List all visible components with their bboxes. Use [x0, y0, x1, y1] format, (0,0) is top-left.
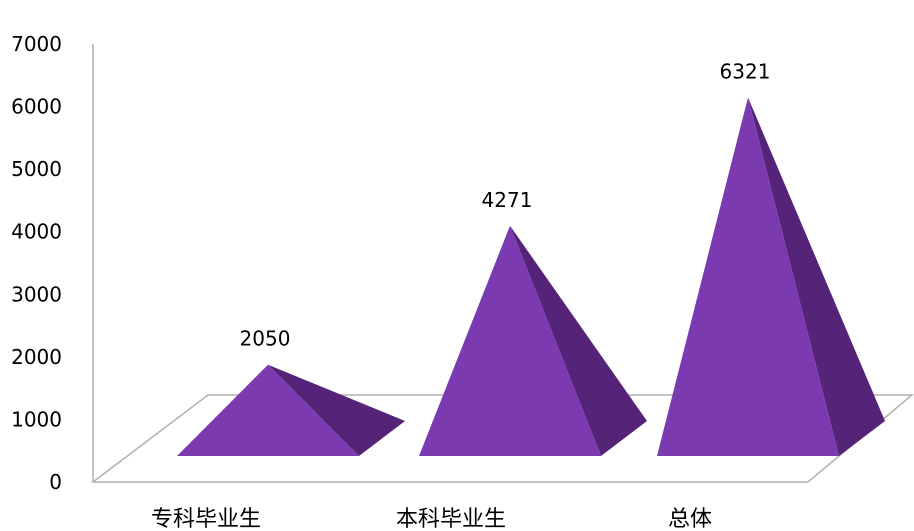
y-tick-label: 1000 [11, 407, 62, 431]
y-axis-ticks: 0 1000 2000 3000 4000 5000 6000 7000 [11, 32, 62, 494]
data-label: 4271 [482, 188, 533, 212]
y-tick-label: 3000 [11, 282, 62, 306]
y-tick-label: 4000 [11, 220, 62, 244]
pyramid-side-face [510, 225, 647, 456]
pyramid-side-face [268, 364, 405, 456]
category-label: 总体 [668, 507, 712, 531]
pyramid-front-face [177, 364, 359, 456]
y-tick-label: 6000 [11, 95, 62, 119]
data-labels: 2050 4271 6321 [240, 59, 771, 350]
y-tick-label: 2000 [11, 345, 62, 369]
chart-marks [177, 97, 885, 457]
y-tick-label: 5000 [11, 157, 62, 181]
pyramid-front-face [657, 97, 839, 457]
data-label: 2050 [240, 327, 291, 351]
category-label: 本科毕业生 [396, 507, 506, 531]
chart-frame [90, 44, 914, 483]
y-tick-label: 7000 [11, 32, 62, 56]
pyramid-side-face [748, 97, 885, 457]
x-axis-categories: 专科毕业生 本科毕业生 总体 [151, 507, 712, 531]
floor-plane [90, 394, 914, 483]
y-tick-label: 0 [49, 470, 62, 494]
data-label: 6321 [720, 59, 771, 83]
pyramid-front-face [419, 225, 601, 456]
category-label: 专科毕业生 [151, 507, 261, 531]
